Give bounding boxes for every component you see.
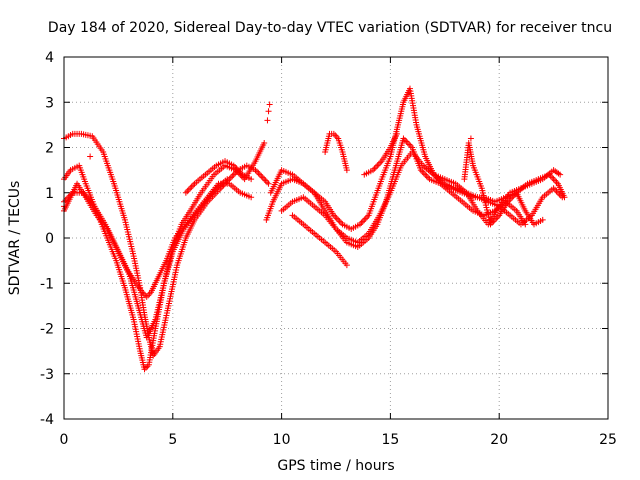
axis-ticks: 0 5 10 15 20 25 -4 -3 -2 -1 0 1 2 3 4 [40, 50, 617, 448]
data-point [559, 194, 566, 201]
y-tick-label: 4 [45, 50, 54, 66]
data-point [372, 164, 379, 171]
outlier-point [266, 101, 273, 108]
data-point [224, 176, 231, 183]
data-point [261, 176, 268, 183]
data-point [145, 292, 152, 299]
data-point [539, 216, 546, 223]
x-tick-label: 20 [490, 432, 508, 448]
data-point [377, 159, 384, 166]
data-point [552, 177, 559, 184]
plot-frame [63, 56, 609, 420]
outlier-point [265, 108, 272, 115]
data-point [420, 170, 427, 177]
data-point [143, 293, 150, 300]
data-point [358, 219, 365, 226]
y-tick-label: -2 [40, 322, 54, 338]
data-point [361, 216, 368, 223]
data-point [554, 189, 561, 196]
data-point [550, 176, 557, 183]
data-point [248, 194, 255, 201]
outlier-point [467, 135, 474, 142]
data-point [422, 171, 429, 178]
data-point [333, 215, 340, 222]
data-point [258, 173, 265, 180]
x-tick-label: 15 [381, 432, 399, 448]
y-tick-label: 1 [45, 186, 54, 202]
outlier-point [264, 117, 271, 124]
data-point [557, 171, 564, 178]
y-tick-label: -1 [40, 276, 54, 292]
y-tick-label: 2 [45, 141, 54, 157]
x-tick-label: 10 [273, 432, 291, 448]
data-point [375, 161, 382, 168]
data-point [406, 141, 413, 148]
y-tick-label: -4 [40, 412, 54, 428]
data-point [190, 182, 197, 189]
data-point [261, 139, 268, 146]
x-axis-label: GPS time / hours [277, 458, 394, 474]
data-point [248, 176, 255, 183]
x-tick-label: 25 [599, 432, 617, 448]
data-points [61, 85, 568, 373]
data-point [229, 173, 236, 180]
data-point [374, 162, 381, 169]
data-point [264, 179, 271, 186]
data-point [332, 132, 339, 139]
data-point [188, 183, 195, 190]
y-tick-label: 0 [45, 231, 54, 247]
data-point [185, 186, 192, 193]
data-point [265, 180, 272, 187]
data-point [359, 218, 366, 225]
data-point [259, 174, 266, 181]
y-tick-label: 3 [45, 95, 54, 111]
data-point [371, 165, 378, 172]
data-point [336, 218, 343, 225]
data-point [403, 138, 410, 145]
data-point [335, 216, 342, 223]
data-point [227, 174, 234, 181]
y-axis-label: SDTVAR / TECUs [7, 181, 23, 296]
data-point [182, 189, 189, 196]
grid-lines [64, 57, 608, 419]
outlier-point [87, 153, 94, 160]
data-point [423, 173, 430, 180]
x-tick-label: 5 [168, 432, 177, 448]
data-point [255, 170, 262, 177]
data-point [184, 188, 191, 195]
data-point [332, 213, 339, 220]
data-point [253, 168, 260, 175]
data-point [187, 185, 194, 192]
data-point [262, 177, 269, 184]
data-point [343, 167, 350, 174]
data-point [343, 262, 350, 269]
data-point [256, 171, 263, 178]
y-tick-label: -3 [40, 367, 54, 383]
x-tick-label: 0 [60, 432, 69, 448]
data-point [338, 219, 345, 226]
data-point [362, 215, 369, 222]
data-point [393, 130, 400, 137]
chart-title: Day 184 of 2020, Sidereal Day-to-day VTE… [48, 20, 612, 36]
